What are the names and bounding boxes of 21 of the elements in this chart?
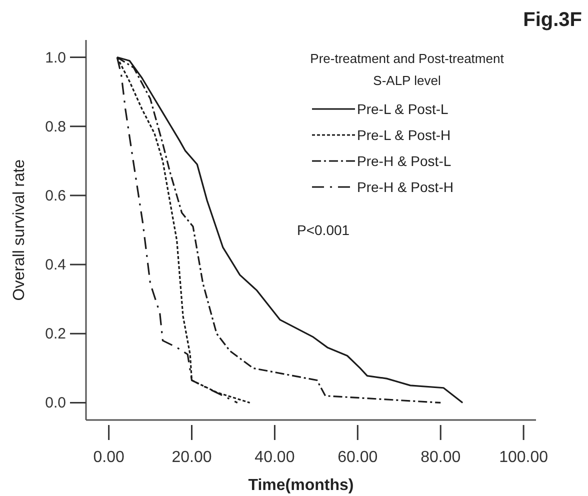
x-tick-label: 60.00 [338,449,378,466]
y-tick-label: 0.8 [45,118,66,136]
y-tick-label: 0.0 [45,394,66,412]
legend-label: Pre-L & Post-H [357,127,451,143]
annotation: P<0.001 [297,222,350,238]
x-tick-label: 0.00 [93,449,124,466]
y-tick-label: 0.6 [45,187,66,204]
y-tick-label: 0.4 [45,256,66,274]
x-tick-label: 100.00 [499,449,548,466]
y-tick-label: 1.0 [45,49,66,66]
y-axis-title: Overall survival rate [11,159,28,301]
chart-title: Fig.3F [523,9,582,31]
x-tick-label: 80.00 [420,449,461,466]
legend-label: Pre-H & Post-H [357,179,454,195]
x-axis-title: Time(months) [248,477,354,494]
y-tick-label: 0.2 [45,326,66,343]
legend-label: Pre-L & Post-L [357,101,449,117]
x-tick-label: 20.00 [172,449,212,466]
x-tick-label: 40.00 [254,449,295,466]
legend-label: Pre-H & Post-L [357,153,452,169]
legend-title: Pre-treatment and Post-treatment S-ALP level [310,51,504,88]
